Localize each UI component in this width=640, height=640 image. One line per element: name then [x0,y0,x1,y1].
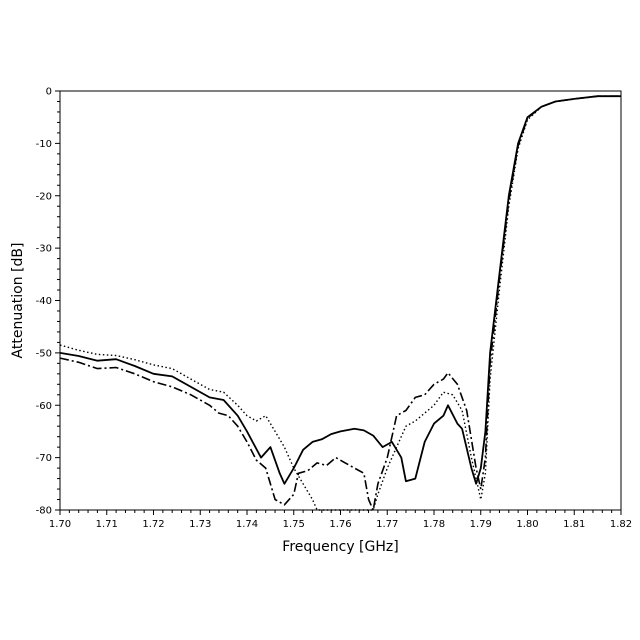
x-tick-label: 1.82 [610,519,632,530]
y-tick-label: -40 [36,296,52,307]
y-tick-label: -60 [36,401,52,412]
x-tick-label: 1.70 [49,519,71,530]
x-tick-label: 1.71 [96,519,118,530]
y-tick-label: -80 [36,506,52,517]
x-tick-label: 1.80 [516,519,538,530]
x-axis-label: Frequency [GHz] [282,539,398,555]
y-tick-label: 0 [46,87,52,98]
x-tick-label: 1.77 [376,519,398,530]
y-tick-label: -10 [36,139,52,150]
y-axis-label: Attenuation [dB] [10,243,26,359]
x-tick-label: 1.73 [189,519,211,530]
x-tick-label: 1.78 [423,519,445,530]
y-tick-label: -20 [36,191,52,202]
x-tick-label: 1.79 [470,519,492,530]
x-tick-label: 1.72 [142,519,164,530]
y-tick-label: -30 [36,244,52,255]
y-tick-label: -70 [36,453,52,464]
x-tick-label: 1.76 [329,519,351,530]
x-tick-label: 1.74 [236,519,258,530]
x-tick-label: 1.81 [563,519,585,530]
x-tick-label: 1.75 [283,519,305,530]
y-tick-label: -50 [36,348,52,359]
